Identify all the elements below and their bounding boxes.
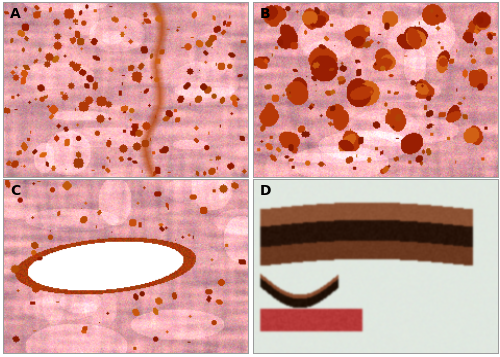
Text: B: B <box>260 7 270 21</box>
Text: D: D <box>260 184 272 198</box>
Text: C: C <box>10 184 20 198</box>
Text: A: A <box>10 7 20 21</box>
